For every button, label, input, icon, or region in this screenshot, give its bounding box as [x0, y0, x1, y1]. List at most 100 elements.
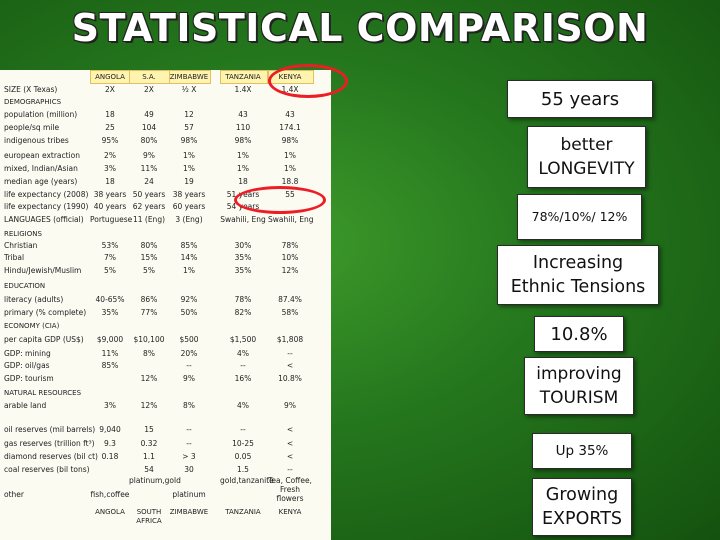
callout-religion-stats-text: 78%/10%/ 12%: [531, 209, 628, 224]
table-cell: 1%: [183, 151, 195, 160]
column-footer: ANGOLA: [95, 508, 125, 516]
section-label: RELIGIONS: [4, 230, 42, 238]
table-cell: 12%: [140, 401, 158, 410]
callout-religion-stats: 78%/10%/ 12%: [517, 194, 642, 240]
row-label: Christian: [4, 241, 38, 250]
table-cell: 40-65%: [95, 295, 125, 304]
table-cell: platinum: [172, 490, 206, 499]
table-cell: 98%: [180, 136, 198, 145]
callout-longevity: better LONGEVITY: [527, 126, 646, 188]
table-cell: 8%: [143, 349, 155, 358]
table-cell: 15%: [140, 253, 158, 262]
table-cell: 174.1: [279, 123, 301, 132]
table-cell: 4%: [237, 401, 249, 410]
table-cell: 95%: [101, 136, 119, 145]
column-header: S.A.: [142, 73, 156, 81]
table-cell: 11%: [101, 349, 119, 358]
table-cell: 20%: [180, 349, 198, 358]
table-cell: 7%: [104, 253, 116, 262]
table-cell: 4%: [237, 349, 249, 358]
table-cell: fish,coffee: [90, 490, 130, 499]
table-cell: 85%: [180, 241, 198, 250]
table-cell: 10.8%: [278, 374, 302, 383]
row-label: other: [4, 490, 24, 499]
callout-longevity-text: better LONGEVITY: [538, 135, 635, 179]
table-cell: 80%: [140, 136, 158, 145]
table-cell: $9,000: [96, 335, 124, 344]
table-cell: 12: [184, 110, 194, 119]
row-label: SIZE (X Texas): [4, 85, 58, 94]
row-label: arable land: [4, 401, 47, 410]
callout-up-35: Up 35%: [532, 433, 632, 469]
table-cell: --: [186, 361, 192, 370]
table-cell: $10,100: [133, 335, 165, 344]
table-cell: 1%: [237, 151, 249, 160]
column-footer: ZIMBABWE: [169, 508, 209, 516]
table-cell: 9%: [143, 151, 155, 160]
table-cell: 98%: [234, 136, 252, 145]
highlight-oval-kenya-header: [268, 64, 348, 98]
table-cell: 11 (Eng): [132, 215, 166, 224]
table-cell: 18: [105, 110, 115, 119]
row-label: people/sq mile: [4, 123, 60, 132]
table-cell: --: [287, 465, 293, 474]
table-cell: <: [286, 439, 294, 448]
table-cell: --: [186, 425, 192, 434]
table-cell: 50%: [180, 308, 198, 317]
table-cell: 0.05: [234, 452, 252, 461]
table-cell: 1.1: [143, 452, 155, 461]
table-cell: 25: [105, 123, 115, 132]
table-cell: 38 years: [172, 190, 206, 199]
row-label: population (million): [4, 110, 78, 119]
table-cell: 30%: [234, 241, 252, 250]
table-cell: 35%: [234, 253, 252, 262]
row-label: primary (% complete): [4, 308, 87, 317]
section-label: DEMOGRAPHICS: [4, 98, 62, 106]
callout-gdp-tourism: 10.8%: [534, 316, 624, 352]
table-cell: 1%: [183, 266, 195, 275]
row-label: per capita GDP (US$): [4, 335, 84, 344]
section-label: NATURAL RESOURCES: [4, 389, 82, 397]
table-cell: 78%: [234, 295, 252, 304]
table-cell: --: [287, 349, 293, 358]
statistics-table: ANGOLA S.A. ZIMBABWE TANZANIA KENYA SIZE (X T…: [0, 70, 331, 540]
callout-55-years-text: 55 years: [540, 88, 620, 110]
row-label: gas reserves (trillion ft³): [4, 439, 95, 448]
row-label: Hindu/Jewish/Muslim: [4, 266, 82, 275]
table-cell: Swahili, Eng: [220, 215, 266, 224]
table-cell: 43: [285, 110, 295, 119]
column-header: TANZANIA: [225, 73, 261, 81]
row-label: indigenous tribes: [4, 136, 69, 145]
table-cell: 40 years: [93, 202, 127, 211]
table-cell: 9,040: [99, 425, 121, 434]
section-label: ECONOMY (CIA): [4, 322, 60, 330]
table-cell: 9%: [183, 374, 195, 383]
table-cell: 1%: [183, 164, 195, 173]
table-cell: 57: [184, 123, 194, 132]
table-cell: 49: [144, 110, 154, 119]
table-cell: 2%: [104, 151, 116, 160]
table-cell: 53%: [101, 241, 119, 250]
callout-ethnic-tensions: Increasing Ethnic Tensions: [497, 245, 659, 305]
table-cell: $1,500: [229, 335, 257, 344]
row-label: life expectancy (1990): [4, 202, 89, 211]
table-cell: 62 years: [132, 202, 166, 211]
table-cell: 1.4X: [234, 85, 252, 94]
table-cell: 54: [144, 465, 154, 474]
table-cell: 18: [238, 177, 248, 186]
column-footer: TANZANIA: [225, 508, 261, 516]
callout-55-years: 55 years: [507, 80, 653, 118]
column-header: ZIMBABWE: [169, 73, 209, 81]
callout-exports-text: Growing EXPORTS: [541, 485, 623, 529]
row-label: diamond reserves (bil ct): [4, 452, 98, 461]
table-cell: 1%: [284, 164, 296, 173]
table-cell: 87.4%: [278, 295, 302, 304]
table-cell: > 3: [182, 452, 196, 461]
table-cell: 110: [235, 123, 251, 132]
callout-gdp-tourism-text: 10.8%: [550, 323, 608, 345]
callout-up-35-text: Up 35%: [555, 443, 609, 459]
table-cell: gold,tanzanite: [220, 476, 274, 485]
callout-ethnic-tensions-text: Increasing Ethnic Tensions: [510, 253, 646, 297]
table-cell: 77%: [140, 308, 158, 317]
table-cell: 0.32: [140, 439, 158, 448]
